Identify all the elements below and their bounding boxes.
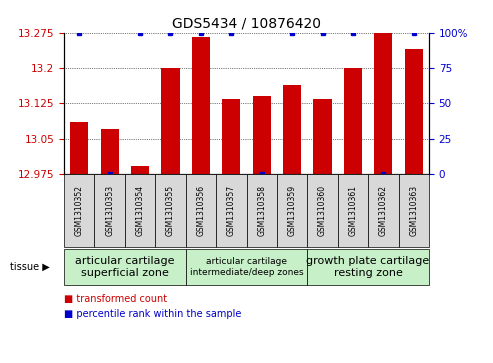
Text: GSM1310357: GSM1310357 (227, 185, 236, 236)
Text: GSM1310354: GSM1310354 (136, 185, 144, 236)
Text: GSM1310363: GSM1310363 (409, 185, 418, 236)
Bar (344, 68, 362, 174)
Text: GSM1310353: GSM1310353 (105, 185, 114, 236)
Text: articular cartilage
intermediate/deep zones: articular cartilage intermediate/deep zo… (190, 257, 303, 277)
Text: growth plate cartilage
resting zone: growth plate cartilage resting zone (307, 256, 430, 278)
Text: GSM1310356: GSM1310356 (196, 185, 206, 236)
Title: GDS5434 / 10876420: GDS5434 / 10876420 (172, 16, 321, 30)
Text: tissue ▶: tissue ▶ (10, 262, 50, 272)
Text: ■ percentile rank within the sample: ■ percentile rank within the sample (64, 309, 242, 319)
Bar (131, 166, 149, 174)
Text: GSM1310352: GSM1310352 (75, 185, 84, 236)
Bar (405, 49, 423, 174)
Text: GSM1310362: GSM1310362 (379, 185, 388, 236)
Bar (283, 85, 301, 174)
Bar (222, 99, 241, 174)
Text: GSM1310360: GSM1310360 (318, 185, 327, 236)
Text: GSM1310361: GSM1310361 (349, 185, 357, 236)
Bar (314, 99, 332, 174)
Bar (192, 37, 210, 174)
Bar (374, 33, 392, 174)
Text: GSM1310355: GSM1310355 (166, 185, 175, 236)
Bar (252, 97, 271, 174)
Text: GSM1310359: GSM1310359 (287, 185, 297, 236)
Text: articular cartilage
superficial zone: articular cartilage superficial zone (75, 256, 175, 278)
Bar (101, 130, 119, 174)
Text: GSM1310358: GSM1310358 (257, 185, 266, 236)
Bar (161, 68, 179, 174)
Text: ■ transformed count: ■ transformed count (64, 294, 167, 304)
Bar (70, 122, 88, 174)
